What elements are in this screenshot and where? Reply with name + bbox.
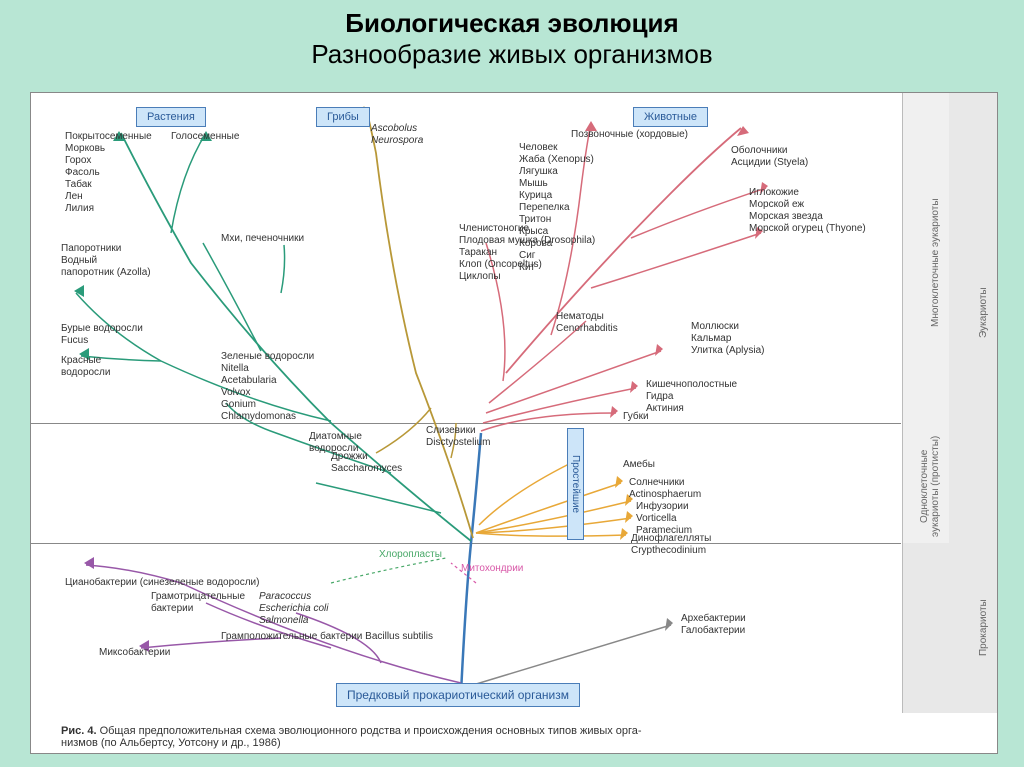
label-ferns: Папоротники Водный папоротник (Azolla) (61, 243, 151, 279)
label-amoeba: Амебы (623, 459, 655, 471)
side-prokaryotes: Прокариоты (978, 583, 989, 673)
caption-text: Общая предположительная схема эволюционн… (61, 725, 642, 749)
title-area: Биологическая эволюция Разнообразие живы… (0, 0, 1024, 78)
side-multicellular: Многоклеточные эукариоты (930, 163, 941, 363)
label-gymnosperms: Голосеменные (171, 131, 239, 143)
page-container: Биологическая эволюция Разнообразие живы… (0, 0, 1024, 767)
label-angiosperms: Покрытосеменные Морковь Горох Фасоль Таб… (65, 131, 152, 215)
label-heliozoans: Солнечники Actinosphaerum (629, 477, 701, 501)
label-slimemolds: Слизевики Disctyostelium (426, 425, 490, 449)
side-panel-prok (902, 543, 949, 713)
kingdom-plants: Растения (136, 107, 206, 127)
label-mitochondria: Митохондрии (461, 563, 523, 575)
label-mosses: Мхи, печеночники (221, 233, 304, 245)
label-redalgae: Красные водоросли (61, 355, 110, 379)
label-molluscs: Моллюски Кальмар Улитка (Aplysia) (691, 321, 765, 357)
kingdom-animals: Животные (633, 107, 708, 127)
divider-multicell (31, 423, 901, 424)
label-gramnegative-list: Paracoccus Escherichia coli Salmonella (259, 591, 328, 627)
label-grampositive: Грамположительные бактерии Bacillus subt… (221, 631, 433, 643)
label-ciliates: Инфузории Vorticella Paramecium (636, 501, 692, 537)
label-dinoflagellates: Динофлагелляты Crypthecodinium (631, 533, 711, 557)
label-tunicates: Оболочники Асцидии (Styela) (731, 145, 808, 169)
divider-prokaryote (31, 543, 901, 544)
title-main: Биологическая эволюция (0, 8, 1024, 39)
kingdom-fungi: Грибы (316, 107, 370, 127)
label-echinoderms: Иглокожие Морской еж Морская звезда Морс… (749, 187, 866, 235)
label-cnidarians: Кишечнополостные Гидра Актиния (646, 379, 737, 415)
phylogeny-chart: Растения Грибы Животные Предковый прокар… (30, 92, 998, 754)
label-greenalgae: Зеленые водоросли Nitella Acetabularia V… (221, 351, 314, 423)
label-brownalgae: Бурые водоросли Fucus (61, 323, 143, 347)
label-archaebacteria: Архебактерии Галобактерии (681, 613, 746, 637)
label-ascobolus: Ascobolus Neurospora (371, 123, 423, 147)
figure-caption: Рис. 4. Общая предположительная схема эв… (61, 725, 642, 749)
ancestor-box: Предковый прокариотический организм (336, 683, 580, 707)
protists-box: Простейшие (567, 428, 584, 540)
caption-prefix: Рис. 4. (61, 725, 97, 737)
title-sub: Разнообразие живых организмов (0, 39, 1024, 70)
label-nematodes: Нематоды Cenorhabditis (556, 311, 618, 335)
side-eukaryotes: Эукариоты (978, 223, 989, 403)
label-vertebrates: Позвоночные (хордовые) (571, 129, 688, 141)
label-yeast: Дрожжи Saccharomyces (331, 451, 402, 475)
label-myxobacteria: Миксобактерии (99, 647, 170, 659)
label-sponges: Губки (623, 411, 649, 423)
side-unicellular: Одноклеточные эукариоты (протисты) (919, 431, 941, 541)
label-cyanobacteria: Цианобактерии (синезеленые водоросли) (65, 577, 259, 589)
label-arthropods: Членистоногие Плодовая мушка (Drosophila… (459, 223, 595, 283)
label-chloroplasts: Хлоропласты (379, 549, 442, 561)
label-gramnegative: Грамотрицательные бактерии (151, 591, 245, 615)
